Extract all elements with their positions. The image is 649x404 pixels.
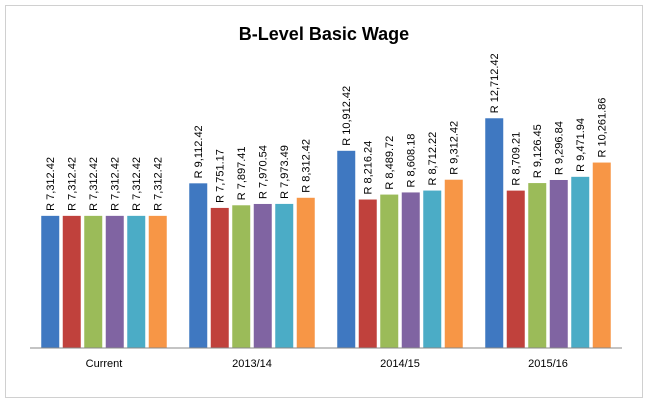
data-label: R 8,216.24 — [363, 141, 375, 195]
bar — [549, 179, 568, 348]
bar — [41, 215, 60, 348]
bar — [592, 162, 611, 348]
bar — [189, 183, 208, 348]
bar — [444, 179, 463, 348]
x-tick-label: 2014/15 — [380, 358, 420, 370]
chart-title: B-Level Basic Wage — [239, 24, 409, 44]
data-label: R 7,312.42 — [45, 157, 57, 211]
x-tick-label: 2013/14 — [232, 358, 272, 370]
data-label: R 10,912.42 — [341, 86, 353, 146]
bar — [127, 215, 146, 348]
bar — [401, 192, 420, 348]
bar — [210, 207, 229, 348]
data-label: R 7,312.42 — [110, 157, 122, 211]
data-label: R 9,112.42 — [193, 125, 205, 178]
data-label: R 9,471.94 — [575, 118, 587, 172]
bar — [148, 215, 167, 348]
bar — [423, 190, 442, 348]
x-tick-label: 2015/16 — [528, 358, 568, 370]
bar — [337, 150, 356, 348]
bar — [84, 215, 103, 348]
bar — [253, 203, 272, 348]
data-label: R 8,608.18 — [406, 134, 418, 188]
data-label: R 10,261.86 — [597, 98, 609, 158]
bar — [105, 215, 124, 348]
bar — [506, 190, 525, 348]
data-label: R 9,126.45 — [532, 124, 544, 178]
bar — [485, 118, 504, 349]
bar — [62, 215, 81, 348]
x-tick-label: Current — [86, 358, 123, 370]
data-label: R 7,312.42 — [131, 157, 143, 211]
data-label: R 7,897.41 — [236, 146, 248, 200]
data-label: R 7,312.42 — [67, 157, 79, 211]
data-label: R 8,312.42 — [301, 139, 313, 193]
data-label: R 7,751.17 — [215, 149, 227, 203]
data-label: R 8,709.21 — [511, 132, 523, 186]
bar — [380, 194, 399, 348]
data-label: R 9,312.42 — [449, 121, 461, 175]
data-label: R 7,312.42 — [88, 157, 100, 211]
bar — [571, 176, 590, 348]
data-label: R 7,312.42 — [153, 157, 165, 211]
data-label: R 7,970.54 — [258, 145, 270, 199]
data-label: R 12,712.42 — [489, 53, 501, 113]
bar — [232, 205, 251, 348]
bar — [528, 183, 547, 348]
data-label: R 9,296.84 — [554, 121, 566, 175]
data-label: R 8,489.72 — [384, 136, 396, 190]
bar — [296, 197, 315, 348]
data-label: R 8,712.22 — [427, 132, 439, 186]
bar — [275, 203, 294, 348]
data-label: R 7,973.49 — [279, 145, 291, 199]
bar — [358, 199, 377, 348]
